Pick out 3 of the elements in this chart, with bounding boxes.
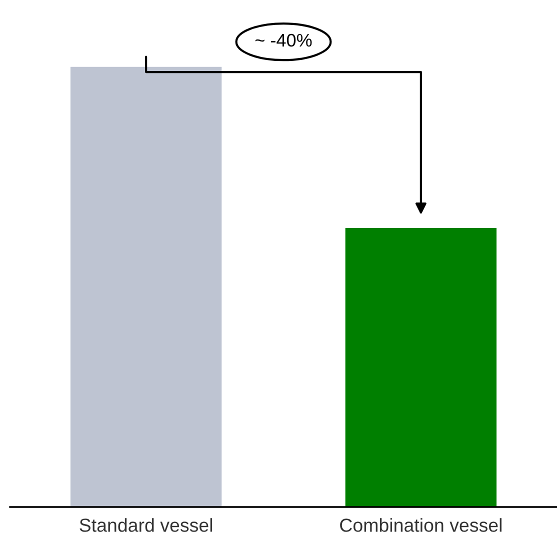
text: ~ -40%	[255, 34, 312, 47]
x-tick-label: Combination vessel	[340, 518, 502, 532]
x-tick-label: Standard vessel	[80, 518, 212, 532]
